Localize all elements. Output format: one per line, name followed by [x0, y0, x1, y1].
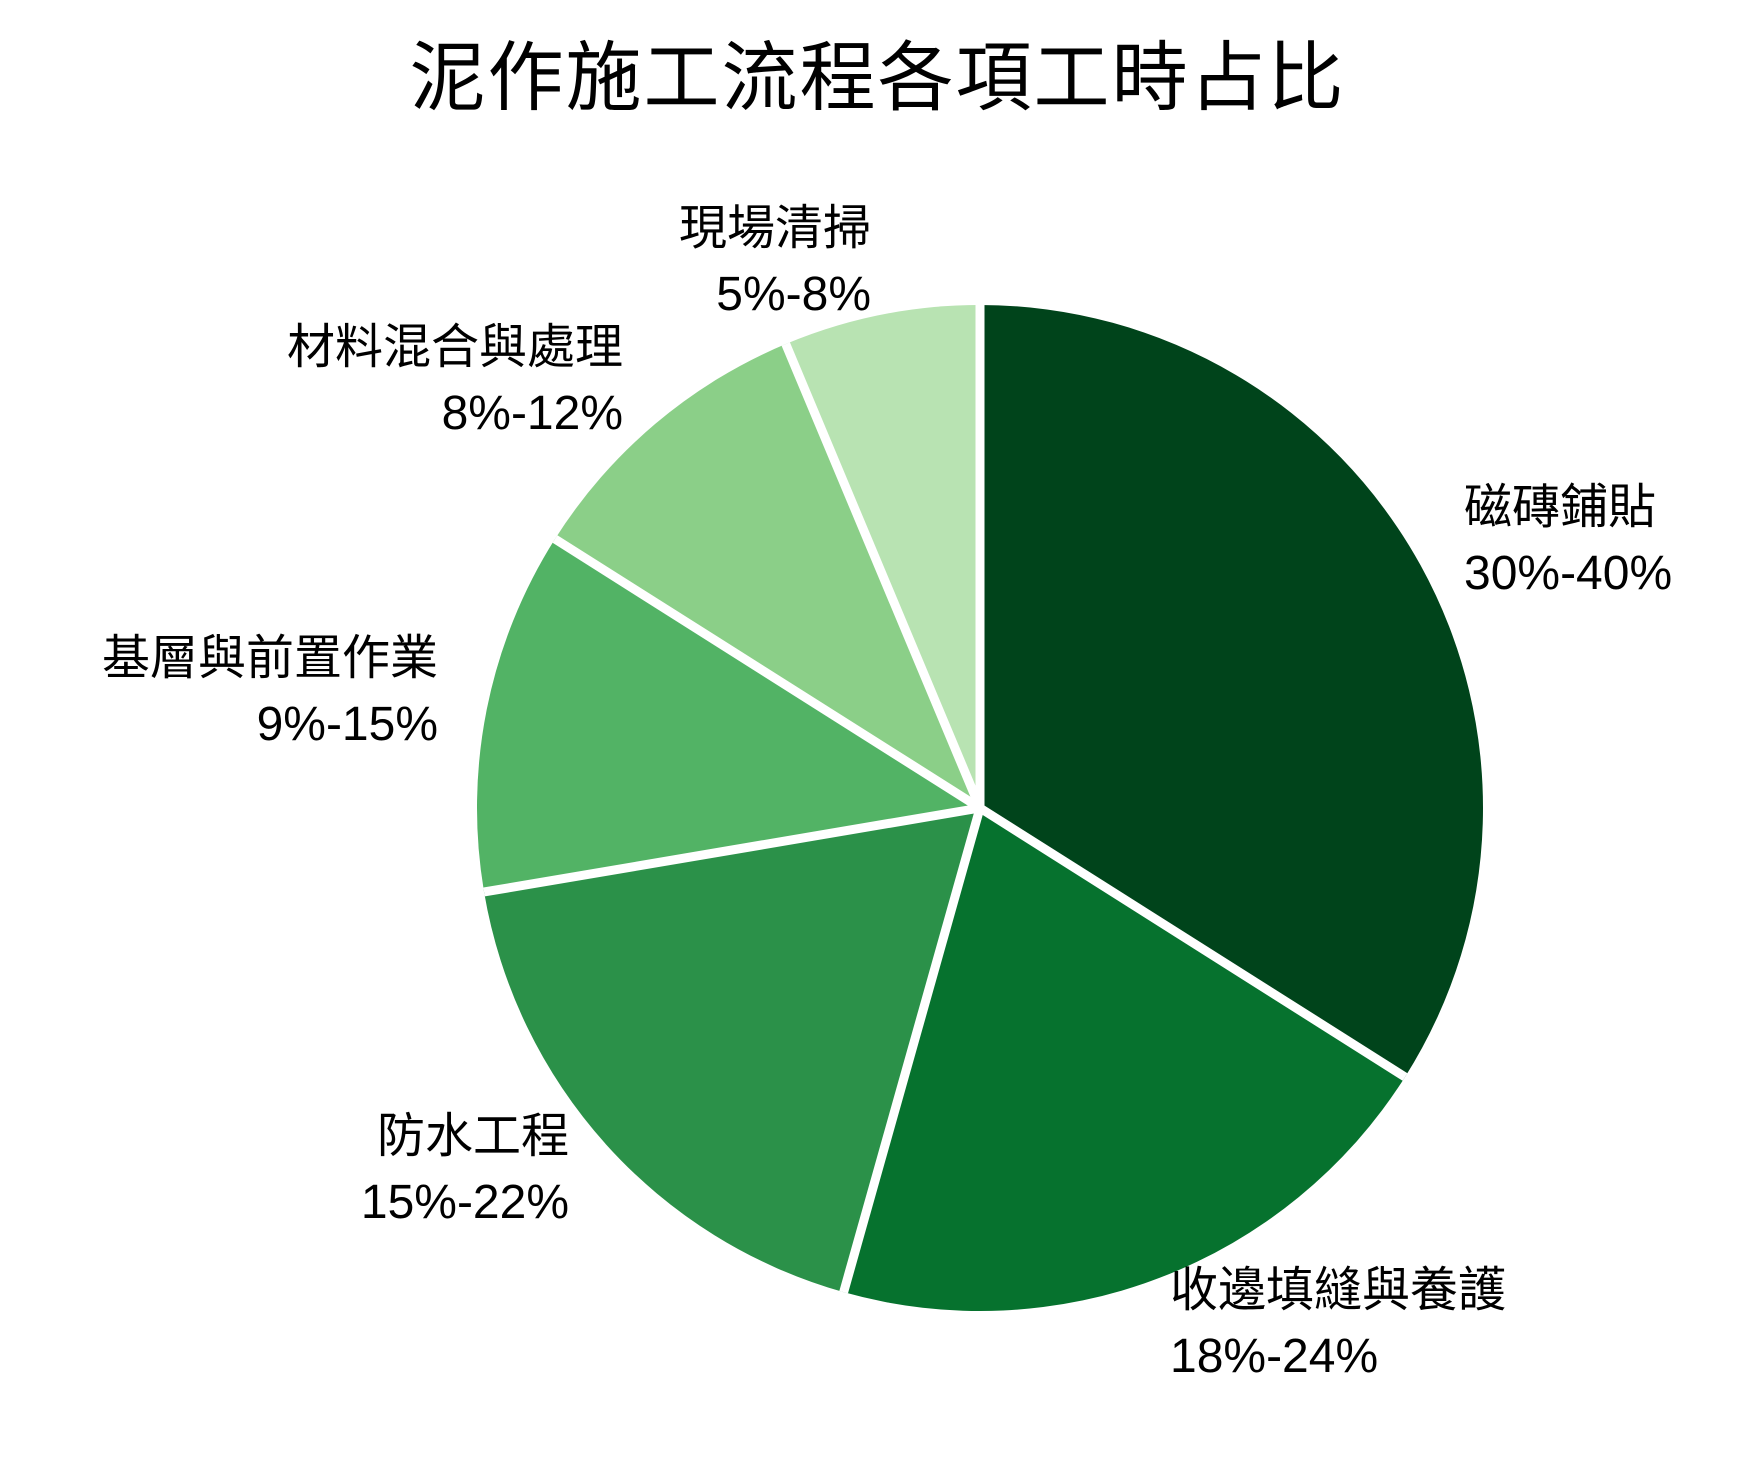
slice-label-range: 5%-8% — [716, 268, 871, 321]
slice-label-range: 9%-15% — [256, 698, 438, 751]
slice-separator — [977, 804, 1408, 1081]
pie-slice-4 — [476, 539, 980, 892]
slice-label-range: 30%-40% — [1464, 547, 1673, 600]
slice-label-range: 15%-22% — [360, 1176, 569, 1229]
slice-separator — [483, 803, 981, 897]
slice-label-material-mixing: 材料混合與處理 8%-12% — [287, 315, 623, 447]
slice-label-text: 防水工程 — [376, 1110, 569, 1163]
pie-slice-5 — [554, 344, 980, 808]
slice-label-text: 收邊填縫與養護 — [1170, 1264, 1507, 1317]
slice-label-range: 8%-12% — [441, 387, 623, 440]
pie-slice-3 — [484, 808, 980, 1293]
slice-separator — [839, 806, 985, 1294]
slice-label-text: 現場清掃 — [678, 202, 871, 255]
slice-label-site-cleaning: 現場清掃 5%-8% — [679, 196, 871, 328]
slice-label-text: 磁磚鋪貼 — [1464, 481, 1657, 534]
slice-separator — [552, 535, 983, 812]
slice-separator — [781, 342, 985, 810]
slice-label-text: 基層與前置作業 — [101, 632, 438, 685]
pie-slice-2 — [843, 808, 1406, 1312]
slice-label-tile-laying: 磁磚鋪貼 30%-40% — [1464, 475, 1672, 607]
chart-title: 泥作施工流程各項工時占比 — [409, 36, 1346, 121]
slice-label-base-preparation: 基層與前置作業 9%-15% — [102, 626, 438, 758]
slice-label-range: 18%-24% — [1170, 1330, 1379, 1383]
slice-label-text: 材料混合與處理 — [286, 321, 623, 374]
slice-label-edging-grouting-curing: 收邊填縫與養護 18%-24% — [1170, 1258, 1506, 1390]
slice-label-waterproofing: 防水工程 15%-22% — [361, 1104, 569, 1236]
